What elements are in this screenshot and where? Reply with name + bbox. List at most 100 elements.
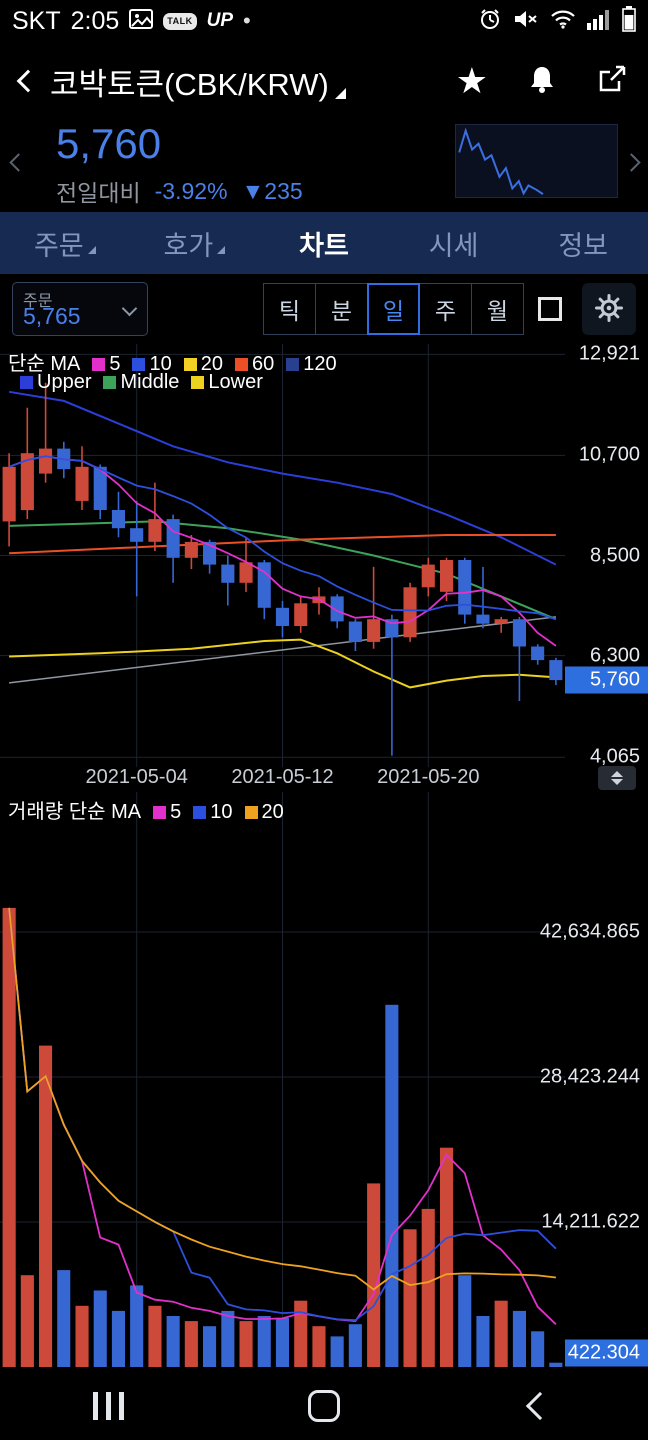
order-dropdown-label: 주문 [23, 293, 53, 310]
chart-style-button[interactable] [524, 283, 576, 335]
ma-legend-title: 단순 MA [8, 353, 81, 375]
legend-label: 10 [210, 801, 233, 823]
legend-label: 60 [251, 353, 275, 375]
favorite-star-icon[interactable]: ★ [455, 60, 488, 101]
clock-label: 2:05 [70, 6, 120, 35]
legend-label: 5 [170, 801, 182, 823]
next-coin-chevron-icon[interactable] [622, 153, 641, 172]
tab-chart[interactable]: 차트 [299, 230, 349, 261]
battery-icon [622, 5, 636, 37]
android-nav-bar [0, 1372, 648, 1440]
legend-swatch [193, 806, 207, 819]
interval-week-button[interactable]: 주 [419, 283, 472, 335]
legend-label: 20 [261, 801, 284, 823]
legend-swatch [183, 358, 197, 371]
legend-swatch [103, 376, 117, 389]
legend-label: Lower [208, 371, 263, 393]
mini-sparkline [455, 124, 618, 198]
legend-label: 20 [200, 353, 223, 375]
change-amount: ▼235 [241, 177, 303, 204]
price-axis-label: 8,500 [589, 544, 640, 566]
square-icon [538, 297, 562, 321]
price-axis-label: 12,921 [578, 342, 640, 365]
chart-x-axis: 2021-05-04 2021-05-12 2021-05-20 [0, 764, 648, 792]
interval-button-group: 틱 분 일 주 월 [263, 283, 524, 335]
volume-chart-panel: 거래량 단순 MA 5 10 20 42,634.865 28,423.244 14,… [0, 792, 648, 1367]
back-chevron-icon [525, 1391, 555, 1421]
volume-chart[interactable] [0, 792, 565, 1367]
tab-order[interactable]: 주문 [0, 212, 130, 274]
wifi-icon [550, 8, 576, 35]
legend-swatch [191, 376, 205, 389]
back-button[interactable] [16, 69, 40, 93]
main-tab-bar: 주문 호가 차트 시세 정보 [0, 212, 648, 274]
legend-label: Middle [120, 371, 180, 393]
legend-label: 10 [149, 353, 172, 375]
carrier-label: SKT [12, 6, 61, 35]
legend-swatch [92, 358, 106, 371]
triangle-down-icon [611, 779, 623, 785]
recent-apps-button[interactable] [0, 1392, 216, 1420]
date-label: 2021-05-04 [85, 766, 188, 788]
date-label: 2021-05-20 [377, 766, 480, 788]
interval-minute-button[interactable]: 분 [315, 283, 368, 335]
interval-tick-button[interactable]: 틱 [263, 283, 316, 335]
legend-label: Upper [37, 371, 92, 393]
legend-swatch [132, 358, 146, 371]
volume-legend-title: 거래량 단순 MA [8, 801, 142, 823]
volume-ma-legend: 거래량 단순 MA 5 10 20 [8, 795, 284, 824]
recent-apps-icon [92, 1392, 124, 1420]
current-volume-tag: 422.304 [565, 1339, 648, 1367]
photo-icon [129, 7, 154, 36]
tab-caret-icon [87, 246, 96, 254]
status-bar: SKT 2:05 TALK UP • [0, 0, 648, 42]
tab-market[interactable]: 시세 [428, 230, 479, 261]
prev-coin-chevron-icon[interactable] [9, 153, 28, 172]
legend-swatch [153, 806, 167, 819]
legend-swatch [244, 806, 258, 819]
legend-label: 120 [303, 353, 337, 375]
nav-back-button[interactable] [432, 1391, 648, 1421]
triangle-up-icon [611, 771, 623, 777]
gear-icon [594, 293, 624, 326]
volume-axis-label: 28,423.244 [539, 1065, 640, 1088]
chart-toolbar: 주문 5,765 틱 분 일 주 월 [0, 274, 648, 344]
home-icon [308, 1390, 340, 1422]
legend-swatch [20, 376, 33, 389]
alert-bell-icon[interactable] [526, 63, 558, 100]
price-axis-label: 10,700 [578, 443, 640, 466]
tab-caret-icon [217, 246, 226, 254]
legend-swatch [234, 358, 248, 371]
interval-day-button[interactable]: 일 [367, 283, 420, 335]
legend-swatch [286, 358, 300, 371]
interval-month-button[interactable]: 월 [471, 283, 524, 335]
signal-icon [587, 8, 611, 35]
volume-y-axis: 42,634.865 28,423.244 14,211.622 422.304 [540, 792, 648, 1367]
chart-settings-button[interactable] [582, 283, 636, 335]
order-price-dropdown[interactable]: 주문 5,765 [12, 282, 148, 336]
ma-legend: 단순 MA 5 10 20 60 120 [8, 347, 337, 376]
alarm-icon [478, 7, 502, 36]
current-price-tag: 5,760 [565, 666, 648, 694]
coin-dropdown-caret-icon[interactable] [334, 87, 346, 99]
chevron-down-icon [121, 300, 138, 317]
tab-orderbook[interactable]: 호가 [130, 212, 260, 274]
volume-axis-label: 14,211.622 [541, 1210, 640, 1233]
price-y-axis: 12,921 10,700 8,500 6,300 4,065 5,760 [565, 342, 648, 768]
price-chart-panel: 단순 MA 5 10 20 60 120 Upper Middle Lower 12,921 … [0, 342, 648, 768]
kakaotalk-icon: TALK [163, 12, 197, 30]
page-title[interactable]: 코박토큰(CBK/KRW) [50, 66, 329, 102]
date-label: 2021-05-12 [231, 766, 334, 788]
axis-expander-button[interactable] [598, 766, 636, 790]
home-button[interactable] [216, 1390, 432, 1422]
notification-dot-icon: • [243, 8, 251, 33]
header: 코박토큰(CBK/KRW) ★ [0, 42, 648, 120]
order-dropdown-value: 5,765 [23, 303, 81, 329]
volume-axis-label: 42,634.865 [539, 920, 640, 943]
upbit-notification-icon: UP [206, 10, 234, 31]
share-icon[interactable] [596, 63, 628, 100]
price-section: 5,760 전일대비 -3.92% ▼235 [0, 120, 648, 212]
tab-info[interactable]: 정보 [558, 230, 609, 261]
mute-icon [513, 8, 539, 35]
price-chart[interactable] [0, 344, 565, 767]
